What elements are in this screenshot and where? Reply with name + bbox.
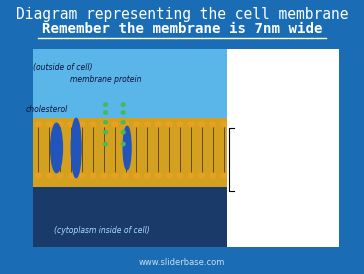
- FancyBboxPatch shape: [33, 178, 229, 247]
- Circle shape: [210, 173, 215, 178]
- Circle shape: [221, 122, 226, 127]
- Circle shape: [123, 122, 128, 127]
- Ellipse shape: [71, 118, 81, 178]
- Circle shape: [104, 130, 107, 134]
- Text: (outside of cell): (outside of cell): [33, 63, 92, 72]
- Circle shape: [188, 122, 194, 127]
- Circle shape: [145, 122, 150, 127]
- Text: membrane protein: membrane protein: [70, 75, 141, 84]
- Circle shape: [90, 122, 96, 127]
- Circle shape: [104, 111, 107, 114]
- Circle shape: [104, 103, 107, 106]
- Circle shape: [134, 173, 139, 178]
- Circle shape: [166, 122, 172, 127]
- Text: glycoprotein: glycoprotein: [240, 100, 299, 109]
- Text: (cytoplasm inside of cell): (cytoplasm inside of cell): [54, 226, 150, 235]
- Circle shape: [155, 122, 161, 127]
- Text: Remember the membrane is 7nm wide: Remember the membrane is 7nm wide: [42, 22, 322, 36]
- Circle shape: [188, 173, 194, 178]
- Circle shape: [79, 173, 85, 178]
- Circle shape: [101, 173, 107, 178]
- Circle shape: [58, 122, 63, 127]
- FancyBboxPatch shape: [228, 49, 339, 247]
- FancyBboxPatch shape: [33, 49, 229, 247]
- Circle shape: [90, 173, 96, 178]
- Circle shape: [47, 122, 52, 127]
- Circle shape: [36, 122, 41, 127]
- Text: plasma
membrane: plasma membrane: [240, 176, 292, 195]
- Text: Diagram representing the cell membrane: Diagram representing the cell membrane: [16, 7, 348, 22]
- Text: cholesterol: cholesterol: [25, 105, 68, 113]
- Circle shape: [121, 103, 125, 106]
- Circle shape: [79, 122, 85, 127]
- Circle shape: [145, 173, 150, 178]
- Circle shape: [199, 122, 205, 127]
- Circle shape: [112, 122, 118, 127]
- Circle shape: [134, 122, 139, 127]
- Circle shape: [68, 173, 74, 178]
- Circle shape: [47, 173, 52, 178]
- Circle shape: [101, 122, 107, 127]
- Circle shape: [121, 121, 125, 124]
- Circle shape: [210, 122, 215, 127]
- FancyBboxPatch shape: [33, 49, 229, 138]
- Circle shape: [104, 121, 107, 124]
- Circle shape: [121, 130, 125, 134]
- Circle shape: [177, 173, 183, 178]
- Circle shape: [199, 173, 205, 178]
- Ellipse shape: [123, 126, 131, 170]
- Circle shape: [112, 173, 118, 178]
- Circle shape: [36, 173, 41, 178]
- Circle shape: [177, 122, 183, 127]
- Circle shape: [155, 173, 161, 178]
- FancyBboxPatch shape: [33, 118, 229, 187]
- Circle shape: [68, 122, 74, 127]
- Ellipse shape: [51, 123, 63, 173]
- Text: phospholipid: phospholipid: [240, 144, 300, 152]
- Text: www.sliderbase.com: www.sliderbase.com: [139, 258, 225, 267]
- Circle shape: [58, 173, 63, 178]
- Circle shape: [121, 142, 125, 146]
- Circle shape: [121, 111, 125, 114]
- Circle shape: [123, 173, 128, 178]
- Circle shape: [166, 173, 172, 178]
- Circle shape: [221, 173, 226, 178]
- Circle shape: [104, 142, 107, 146]
